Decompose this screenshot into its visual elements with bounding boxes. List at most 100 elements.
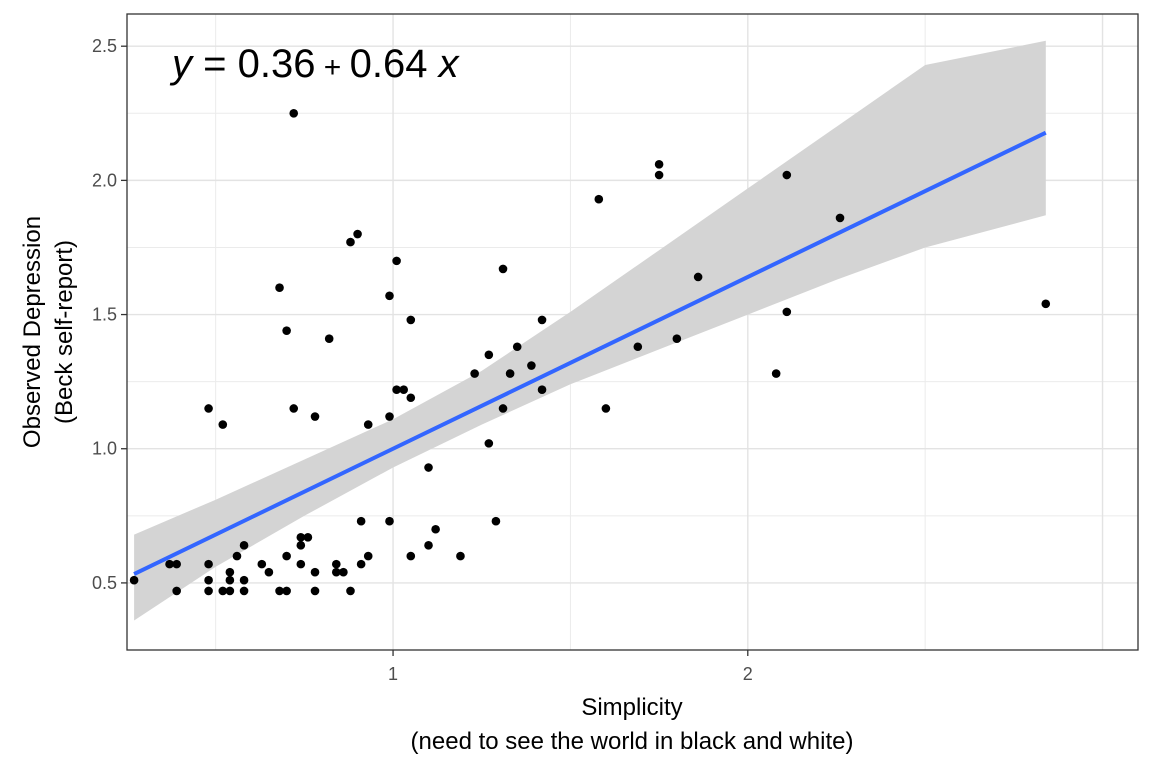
data-point — [310, 586, 320, 596]
data-point — [239, 575, 249, 585]
data-point — [165, 559, 174, 569]
data-point — [324, 334, 334, 344]
data-point — [424, 541, 433, 550]
data-point — [129, 575, 139, 585]
data-point — [672, 334, 682, 344]
data-point — [385, 291, 394, 301]
data-point — [296, 559, 306, 569]
data-point — [782, 307, 792, 317]
y-tick-label: 1.0 — [92, 439, 117, 459]
data-point — [339, 567, 348, 577]
y-tick-label: 2.5 — [92, 36, 117, 56]
regression-equation: y = 0.36 + 0.64 x — [169, 42, 461, 86]
data-point — [218, 420, 228, 429]
data-point — [172, 559, 181, 569]
data-point — [505, 369, 515, 378]
data-point — [289, 108, 299, 118]
data-point — [601, 404, 611, 413]
data-point — [1041, 299, 1051, 309]
data-point — [835, 213, 845, 223]
data-point — [282, 551, 291, 561]
data-point — [491, 516, 501, 526]
x-axis-title: Simplicity — [581, 694, 682, 721]
data-point — [385, 412, 394, 421]
data-point — [225, 575, 235, 585]
confidence-band — [134, 40, 1046, 621]
data-point — [385, 516, 394, 526]
y-axis: 0.5 1.0 1.5 2.0 2.5 — [92, 36, 127, 593]
data-point — [498, 264, 508, 274]
x-tick-label: 1 — [388, 664, 398, 684]
data-point — [399, 385, 408, 394]
data-point — [654, 170, 664, 180]
data-point — [392, 385, 401, 394]
data-point — [204, 575, 213, 585]
data-point — [331, 559, 341, 569]
equation-x: x — [437, 42, 461, 86]
data-point — [771, 369, 781, 378]
data-point — [225, 567, 235, 577]
y-tick-label: 0.5 — [92, 573, 117, 593]
y-axis-title: Observed Depression — [19, 216, 46, 448]
data-point — [204, 586, 213, 596]
data-point — [498, 404, 508, 413]
equation-y: y — [169, 42, 195, 86]
data-point — [346, 586, 355, 596]
data-point — [363, 420, 373, 429]
data-point — [782, 170, 792, 180]
data-point — [537, 315, 547, 325]
data-point — [470, 369, 479, 378]
data-point — [296, 532, 306, 542]
data-point — [239, 541, 249, 550]
equation-plus: + — [315, 51, 349, 84]
data-point — [633, 342, 643, 352]
data-point — [693, 272, 703, 282]
equation-slope: 0.64 — [350, 42, 439, 86]
data-point — [282, 586, 291, 596]
y-axis-subtitle: (Beck self-report) — [51, 240, 78, 424]
data-point — [456, 551, 465, 561]
data-point — [310, 567, 320, 577]
data-point — [353, 229, 362, 239]
data-point — [392, 256, 401, 266]
x-axis-subtitle: (need to see the world in black and whit… — [411, 728, 854, 755]
data-point — [484, 350, 494, 360]
data-point — [424, 463, 433, 472]
y-tick-label: 2.0 — [92, 170, 117, 190]
data-point — [172, 586, 181, 596]
plot-border — [126, 13, 1139, 651]
data-point — [406, 551, 416, 561]
data-point — [275, 283, 284, 293]
data-point — [527, 361, 536, 370]
data-point — [356, 516, 366, 526]
data-point — [225, 586, 235, 596]
data-point — [406, 315, 416, 325]
data-point — [239, 586, 249, 596]
data-point — [257, 559, 267, 569]
data-point — [232, 551, 242, 561]
y-axis-title-group: Observed Depression (Beck self-report) — [19, 216, 78, 448]
data-point — [296, 541, 306, 550]
x-tick-label: 2 — [743, 664, 753, 684]
data-point — [218, 586, 228, 596]
data-point — [594, 194, 604, 204]
data-point — [303, 532, 313, 542]
data-point — [484, 439, 494, 448]
data-point — [282, 326, 291, 335]
data-point — [537, 385, 547, 394]
data-point — [204, 559, 213, 569]
data-point — [363, 551, 373, 561]
data-point — [264, 567, 274, 577]
data-point — [431, 524, 440, 534]
data-point — [654, 159, 664, 169]
data-point — [512, 342, 522, 352]
data-point — [406, 393, 416, 403]
data-point — [275, 586, 284, 596]
regression-line — [133, 130, 1047, 576]
data-point — [356, 559, 366, 569]
equation-intercept: = 0.36 — [192, 42, 315, 86]
data-point — [310, 412, 320, 421]
data-points — [129, 108, 1051, 596]
